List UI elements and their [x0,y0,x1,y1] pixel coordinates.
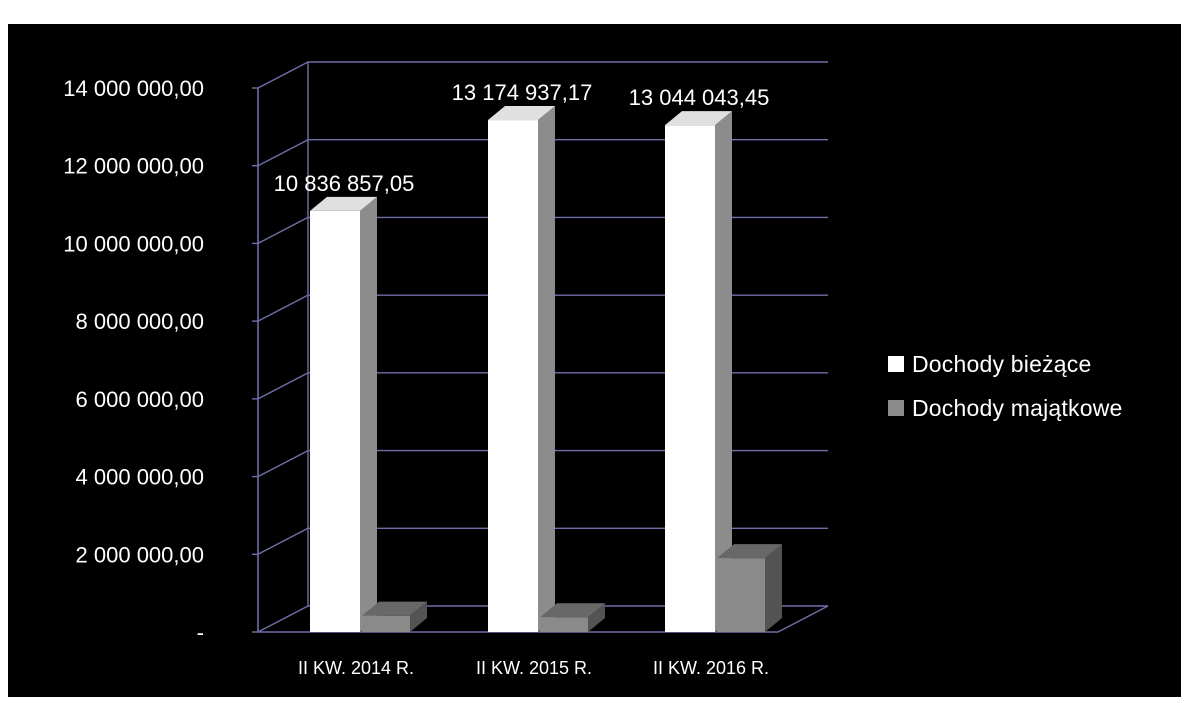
bar-side [765,544,782,632]
chart-area: - 2 000 000,00 4 000 000,00 6 000 000,00 8 0… [8,24,1181,697]
legend-item-asset-income: Dochody majątkowe [888,386,1123,430]
y-tick-label: 10 000 000,00 [63,231,204,256]
bar-side [715,111,732,632]
data-label: 10 836 857,05 [274,171,415,196]
gridline-side [257,605,309,633]
bar-top [717,544,782,559]
gridline-side [257,216,309,245]
bar-side [588,603,605,632]
bar-top [488,106,555,121]
legend-swatch-current-income [888,356,904,372]
gridline-side [257,372,309,400]
bar-front [310,210,360,632]
legend: Dochody bieżące Dochody majątkowe [888,342,1123,430]
bar [540,603,605,632]
bar-front [488,120,538,633]
bar-side [410,601,427,632]
y-tick-label: 6 000 000,00 [76,387,204,412]
y-tick-label: 2 000 000,00 [76,542,204,567]
bar-side [360,196,377,632]
bar-front [717,558,765,632]
bar-top [362,601,427,616]
bar-front [362,615,410,632]
y-tick-label: 12 000 000,00 [63,154,204,179]
bar-top [310,196,377,211]
legend-label-current-income: Dochody bieżące [912,350,1092,377]
bar-top [540,603,605,618]
x-tick-label: II KW. 2014 R. [298,658,414,678]
bar [362,601,427,632]
legend-label-asset-income: Dochody majątkowe [912,394,1123,421]
bar [717,544,782,632]
bar-front [665,125,715,632]
bar-chart: - 2 000 000,00 4 000 000,00 6 000 000,00 8 0… [63,61,829,678]
bar-side [538,106,555,633]
data-label: 13 044 043,45 [629,85,770,110]
gridline-side [257,61,309,89]
x-tick-label: II KW. 2015 R. [476,658,592,678]
bar [488,106,555,633]
data-label: 13 174 937,17 [452,80,593,105]
bar [310,196,377,632]
floor-right-edge [777,605,829,633]
gridline-side [257,139,309,167]
legend-swatch-asset-income [888,400,904,416]
y-tick-label: 4 000 000,00 [76,465,204,490]
gridline-side [257,527,309,555]
y-tick-label: 14 000 000,00 [63,76,204,101]
bar-top [665,111,732,126]
legend-item-current-income: Dochody bieżące [888,342,1123,386]
y-tick-label: - [197,620,204,645]
bar-front [540,617,588,632]
x-tick-label: II KW. 2016 R. [653,658,769,678]
y-tick-label: 8 000 000,00 [76,309,204,334]
bar [665,111,732,632]
gridline-side [257,294,309,322]
gridline-side [257,449,309,478]
